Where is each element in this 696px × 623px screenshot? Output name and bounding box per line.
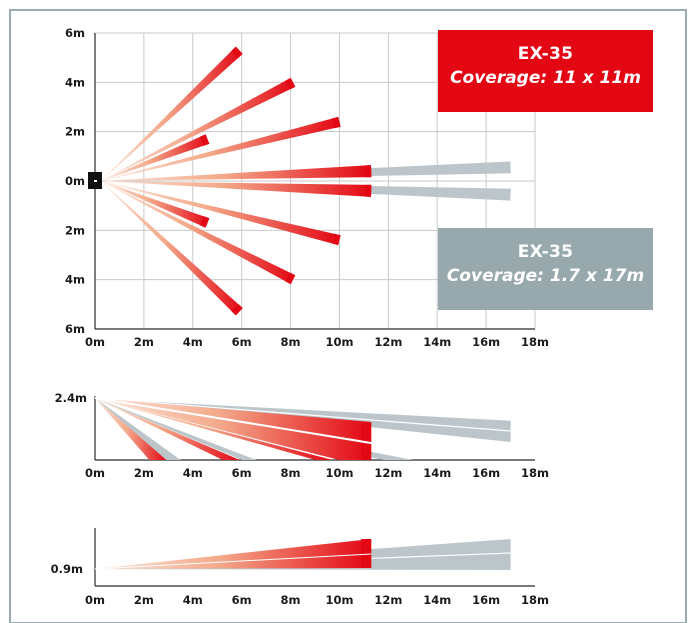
x-tick-label: 12m bbox=[374, 593, 402, 607]
x-tick-label: 2m bbox=[134, 593, 154, 607]
x-tick-label: 6m bbox=[232, 593, 252, 607]
red-beam-top bbox=[101, 181, 243, 316]
side-view-0-9m-chart: 0m 2m 4m 6m 8m 10m 12m 14m 16m 18m 0.9m bbox=[51, 528, 549, 607]
red-beam-side bbox=[95, 398, 372, 460]
x-tick-label: 6m bbox=[232, 335, 252, 349]
red-beam-side bbox=[95, 539, 372, 569]
red-beam-top bbox=[101, 181, 341, 246]
x-tick-label: 2m bbox=[134, 335, 154, 349]
side-view-2-4m-chart: 0m 2m 4m 6m 8m 10m 12m 14m 16m 18m 2.4m bbox=[55, 391, 549, 480]
red-beam-top-cap bbox=[231, 304, 243, 316]
x-tick-label: 14m bbox=[423, 466, 451, 480]
y-tick-label: 6m bbox=[65, 322, 85, 336]
x-tick-label: 6m bbox=[232, 466, 252, 480]
red-beam-side-cap bbox=[361, 444, 372, 460]
beam-separator bbox=[94, 397, 511, 421]
red-beam-top bbox=[101, 181, 372, 197]
beam-separator bbox=[94, 553, 372, 570]
x-tick-label: 10m bbox=[325, 335, 353, 349]
y-tick-label: 2m bbox=[65, 223, 85, 237]
red-beam-top bbox=[101, 181, 296, 285]
x-tick-label: 2m bbox=[134, 466, 154, 480]
x-tick-label: 12m bbox=[374, 335, 402, 349]
red-beam-side bbox=[95, 398, 333, 460]
y-tick-label: 4m bbox=[65, 273, 85, 287]
x-tick-label: 10m bbox=[325, 466, 353, 480]
red-beam-top bbox=[101, 77, 296, 181]
outer-border bbox=[9, 9, 687, 623]
grey-beam-side bbox=[95, 398, 181, 460]
x-tick-label: 18m bbox=[521, 335, 549, 349]
detector-icon-slot bbox=[94, 180, 97, 182]
red-beam-side bbox=[95, 398, 240, 460]
red-beam-side-cap bbox=[361, 539, 372, 568]
red-beam-top-cap bbox=[285, 272, 296, 285]
x-tick-label: 8m bbox=[281, 593, 301, 607]
x-tick-label: 16m bbox=[472, 335, 500, 349]
red-beam-top-cap bbox=[231, 46, 243, 58]
red-beam-top-cap bbox=[332, 233, 341, 246]
red-beam-side bbox=[95, 398, 167, 460]
red-beam-top-cap bbox=[332, 116, 341, 129]
grey-beam-side bbox=[95, 398, 511, 442]
x-tick-label: 0m bbox=[85, 593, 105, 607]
x-tick-label: 16m bbox=[472, 593, 500, 607]
callout-model-label: EX-35 bbox=[517, 242, 574, 262]
beam-separator bbox=[94, 397, 372, 444]
x-tick-label: 4m bbox=[183, 593, 203, 607]
x-tick-label: 18m bbox=[521, 593, 549, 607]
red-beam-top-cap bbox=[200, 134, 210, 146]
x-tick-label: 4m bbox=[183, 335, 203, 349]
y-tick-label: 2.4m bbox=[55, 391, 87, 405]
red-beam-top-cap bbox=[285, 77, 296, 90]
x-tick-label: 0m bbox=[85, 335, 105, 349]
red-beam-side-cap bbox=[361, 422, 372, 442]
x-tick-label: 16m bbox=[472, 466, 500, 480]
red-beam-top bbox=[101, 165, 372, 181]
top-view-chart: 0m 2m 4m 6m 8m 10m 12m 14m 16m 18m 6m 4m 2m 0m 2m 4m 6m bbox=[65, 26, 549, 349]
x-tick-label: 0m bbox=[85, 466, 105, 480]
x-tick-label: 4m bbox=[183, 466, 203, 480]
y-tick-label: 6m bbox=[65, 26, 85, 40]
y-tick-label: 0m bbox=[65, 174, 85, 188]
y-tick-label: 2m bbox=[65, 125, 85, 139]
x-tick-label: 8m bbox=[281, 466, 301, 480]
callout-coverage-label: Coverage: 11 x 11m bbox=[450, 68, 641, 88]
x-tick-label: 8m bbox=[281, 335, 301, 349]
x-tick-label: 14m bbox=[423, 593, 451, 607]
red-beam-top-cap bbox=[365, 165, 372, 178]
red-beam-top-cap bbox=[365, 184, 372, 197]
callout-model-label: EX-35 bbox=[517, 44, 574, 64]
red-beam-top bbox=[101, 181, 210, 228]
y-tick-label: 0.9m bbox=[51, 562, 83, 576]
red-beam-top bbox=[101, 116, 341, 181]
red-beam-top-cap bbox=[200, 216, 210, 228]
callout-coverage-label: Coverage: 1.7 x 17m bbox=[446, 266, 645, 286]
x-tick-label: 14m bbox=[423, 335, 451, 349]
x-tick-label: 12m bbox=[374, 466, 402, 480]
x-tick-label: 10m bbox=[325, 593, 353, 607]
red-beam-top bbox=[101, 134, 210, 181]
grey-beam-side bbox=[95, 398, 257, 460]
callout-ex35-11x11: EX-35 Coverage: 11 x 11m bbox=[438, 30, 653, 112]
grey-beam-divider bbox=[94, 397, 511, 432]
red-beam-top bbox=[101, 46, 243, 181]
x-tick-label: 18m bbox=[521, 466, 549, 480]
y-tick-label: 4m bbox=[65, 75, 85, 89]
callout-ex35-1-7x17: EX-35 Coverage: 1.7 x 17m bbox=[438, 228, 653, 310]
